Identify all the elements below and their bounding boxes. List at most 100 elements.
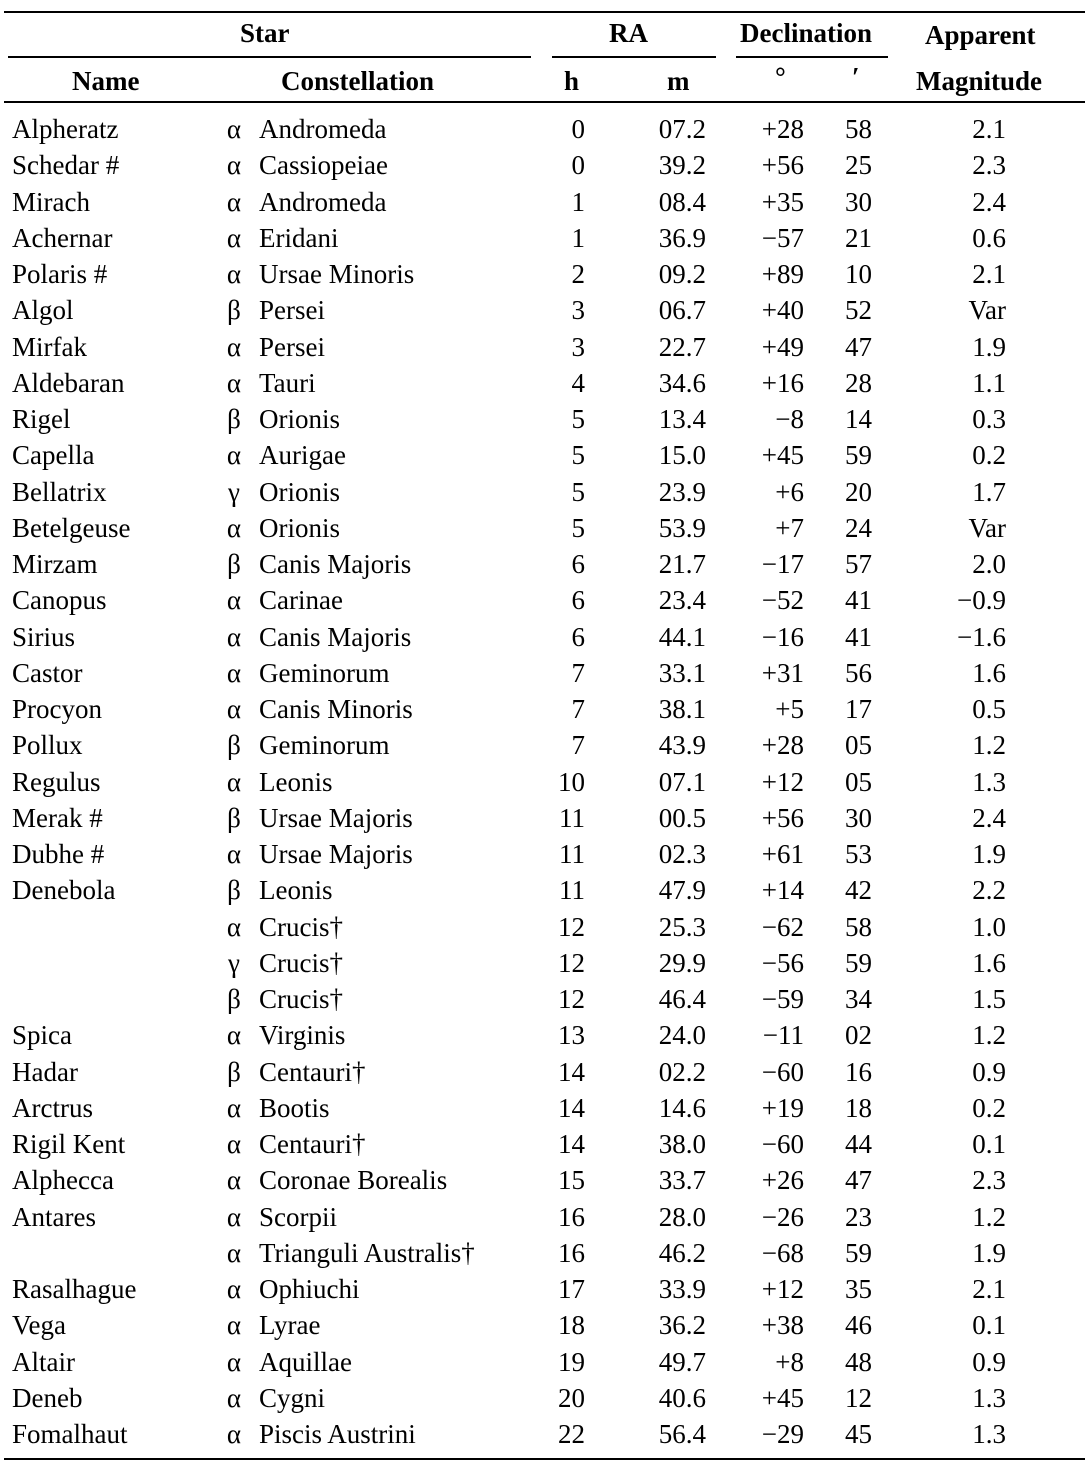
ra-minutes: 56.4 — [658, 1419, 706, 1449]
ra-hours: 16 — [558, 1202, 585, 1232]
apparent-magnitude: 1.6 — [972, 658, 1006, 688]
header-m: m — [667, 66, 690, 96]
star-name: Mirzam — [12, 549, 98, 579]
apparent-magnitude: 0.3 — [972, 404, 1006, 434]
ra-hours: 11 — [559, 803, 585, 833]
apparent-magnitude: 2.4 — [972, 803, 1006, 833]
star-name: Sirius — [12, 622, 76, 652]
constellation: Orionis — [259, 513, 340, 543]
ra-minutes: 47.9 — [658, 875, 706, 905]
star-name: Aldebaran — [12, 368, 125, 398]
greek-letter: β — [227, 984, 241, 1014]
declination-degrees: −60 — [761, 1129, 804, 1159]
ra-hours: 2 — [571, 259, 586, 289]
apparent-magnitude: 2.1 — [972, 114, 1006, 144]
greek-letter: γ — [228, 477, 240, 507]
ra-minutes: 15.0 — [658, 440, 706, 470]
declination-degrees: +14 — [761, 875, 804, 905]
apparent-magnitude: 0.6 — [972, 223, 1006, 253]
greek-letter: β — [227, 1057, 241, 1087]
apparent-magnitude: 2.3 — [972, 150, 1006, 180]
greek-letter: β — [227, 549, 241, 579]
constellation: Virginis — [259, 1020, 346, 1050]
declination-arcminutes: 10 — [845, 259, 872, 289]
ra-hours: 6 — [571, 549, 586, 579]
ra-minutes: 22.7 — [658, 332, 706, 362]
declination-degrees: +56 — [761, 803, 804, 833]
apparent-magnitude: −0.9 — [957, 585, 1006, 615]
declination-arcminutes: 41 — [845, 622, 872, 652]
header-constellation: Constellation — [281, 66, 435, 96]
star-name: Polaris # — [12, 259, 108, 289]
apparent-magnitude: 0.9 — [972, 1347, 1006, 1377]
header-ra: RA — [609, 18, 648, 48]
constellation: Ursae Majoris — [259, 839, 413, 869]
declination-degrees: +12 — [761, 1274, 804, 1304]
constellation: Leonis — [259, 875, 333, 905]
declination-arcminutes: 17 — [845, 694, 872, 724]
declination-header-underline — [736, 56, 888, 58]
declination-arcminutes: 53 — [845, 839, 872, 869]
constellation: Leonis — [259, 767, 333, 797]
ra-minutes: 23.9 — [658, 477, 706, 507]
star-name: Antares — [12, 1202, 96, 1232]
star-name: Vega — [12, 1310, 66, 1340]
greek-letter: α — [226, 658, 242, 688]
greek-letter: β — [227, 295, 241, 325]
ra-minutes: 43.9 — [658, 730, 706, 760]
ra-hours: 15 — [558, 1165, 585, 1195]
ra-hours: 4 — [571, 368, 586, 398]
greek-letter: α — [226, 1202, 242, 1232]
ra-hours: 5 — [571, 440, 586, 470]
greek-letter: γ — [228, 948, 240, 978]
greek-letter: α — [226, 1310, 242, 1340]
greek-letter: α — [226, 1238, 242, 1268]
ra-minutes: 44.1 — [658, 622, 706, 652]
declination-arcminutes: 34 — [845, 984, 872, 1014]
greek-letter: α — [226, 332, 242, 362]
declination-degrees: −29 — [761, 1419, 804, 1449]
ra-minutes: 46.4 — [658, 984, 706, 1014]
constellation: Orionis — [259, 404, 340, 434]
apparent-magnitude: 1.6 — [972, 948, 1006, 978]
apparent-magnitude: 1.9 — [972, 839, 1006, 869]
constellation: Ursae Minoris — [259, 259, 415, 289]
header-apparent: Apparent — [925, 20, 1036, 50]
constellation: Andromeda — [259, 187, 387, 217]
ra-minutes: 08.4 — [658, 187, 706, 217]
ra-hours: 11 — [559, 875, 585, 905]
apparent-magnitude: Var — [968, 295, 1006, 325]
declination-degrees: +12 — [761, 767, 804, 797]
constellation: Canis Minoris — [259, 694, 413, 724]
apparent-magnitude: 2.4 — [972, 187, 1006, 217]
constellation: Aurigae — [259, 440, 346, 470]
ra-minutes: 24.0 — [658, 1020, 706, 1050]
declination-degrees: +16 — [761, 368, 804, 398]
apparent-magnitude: 1.9 — [972, 332, 1006, 362]
ra-minutes: 34.6 — [658, 368, 706, 398]
ra-hours: 19 — [558, 1347, 585, 1377]
constellation: Andromeda — [259, 114, 387, 144]
greek-letter: α — [226, 912, 242, 942]
declination-degrees: +45 — [761, 440, 804, 470]
ra-minutes: 09.2 — [658, 259, 706, 289]
ra-minutes: 46.2 — [658, 1238, 706, 1268]
constellation: Centauri† — [259, 1057, 366, 1087]
greek-letter: α — [226, 1020, 242, 1050]
ra-hours: 14 — [558, 1057, 585, 1087]
constellation: Geminorum — [259, 658, 390, 688]
star-name: Capella — [12, 440, 95, 470]
constellation: Geminorum — [259, 730, 390, 760]
declination-arcminutes: 23 — [845, 1202, 872, 1232]
declination-degrees: +6 — [775, 477, 804, 507]
ra-minutes: 36.9 — [658, 223, 706, 253]
ra-minutes: 06.7 — [658, 295, 706, 325]
ra-hours: 1 — [571, 187, 586, 217]
constellation: Orionis — [259, 477, 340, 507]
ra-hours: 16 — [558, 1238, 585, 1268]
declination-arcminutes: 05 — [845, 767, 872, 797]
greek-letter: β — [227, 404, 241, 434]
declination-degrees: +40 — [761, 295, 804, 325]
greek-letter: α — [226, 1383, 242, 1413]
ra-hours: 20 — [558, 1383, 585, 1413]
